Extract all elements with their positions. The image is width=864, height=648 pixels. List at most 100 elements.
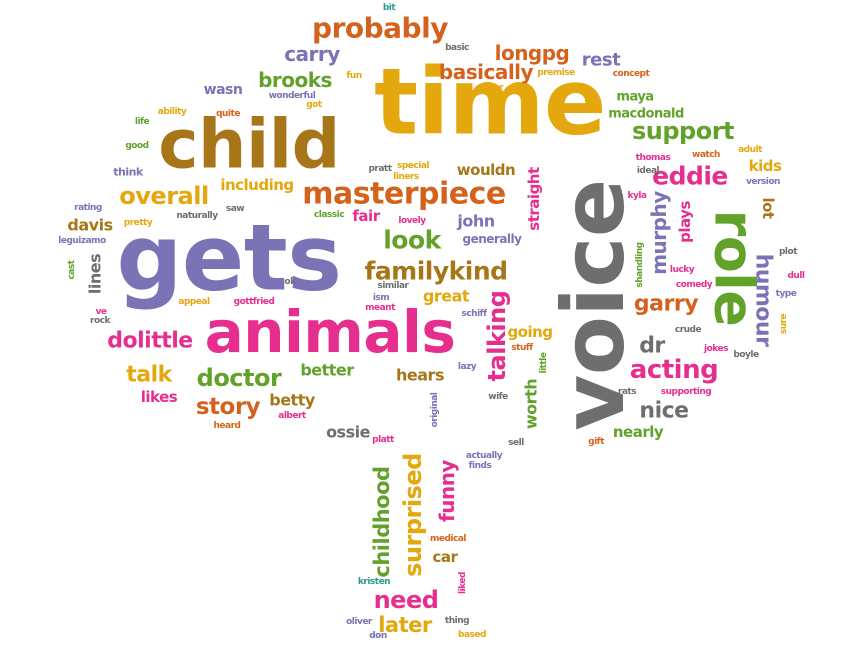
word-straight: straight: [525, 167, 543, 231]
word-pratt: pratt: [368, 164, 392, 174]
word-better: better: [300, 361, 354, 380]
word-think: think: [113, 166, 144, 179]
word-watch: watch: [692, 150, 720, 160]
word-carry: carry: [284, 42, 340, 66]
word-stuff: stuff: [511, 343, 533, 353]
word-overall: overall: [119, 182, 208, 210]
word-bit: bit: [383, 3, 397, 13]
word-wasn: wasn: [204, 82, 243, 98]
word-worth: worth: [522, 379, 541, 429]
word-kids: kids: [749, 157, 782, 175]
word-wouldn: wouldn: [457, 161, 515, 179]
word-fair: fair: [352, 207, 380, 225]
word-car: car: [433, 548, 459, 566]
word-later: later: [378, 613, 433, 637]
word-lines: lines: [86, 254, 105, 294]
word-appeal: appeal: [178, 297, 210, 307]
word-concept: concept: [613, 69, 651, 79]
word-wife: wife: [488, 392, 508, 402]
word-oliver: oliver: [346, 617, 373, 627]
word-support: support: [632, 117, 734, 145]
word-shandling: shandling: [635, 242, 645, 287]
word-rats: rats: [618, 387, 636, 397]
word-likes: likes: [141, 388, 178, 406]
word-supporting: supporting: [661, 387, 712, 397]
word-ve: ve: [96, 307, 107, 317]
word-hears: hears: [396, 366, 444, 385]
word-masterpiece: masterpiece: [302, 177, 506, 212]
word-finds: finds: [469, 461, 492, 471]
word-eddie: eddie: [652, 162, 728, 191]
word-special: special: [397, 161, 429, 171]
word-voice: voice: [544, 179, 644, 430]
word-got: got: [306, 100, 323, 110]
word-brooks: brooks: [258, 68, 332, 92]
word-dull: dull: [787, 271, 804, 281]
word-platt: platt: [372, 435, 395, 445]
word-wonderful: wonderful: [269, 91, 316, 101]
word-great: great: [423, 287, 470, 306]
word-classic: classic: [314, 210, 344, 220]
word-good: good: [125, 141, 148, 151]
word-longpg: longpg: [495, 41, 570, 65]
word-sell: sell: [508, 438, 524, 448]
word-going: going: [507, 323, 552, 341]
word-role: role: [703, 210, 766, 327]
word-quite: quite: [216, 109, 240, 119]
word-based: based: [458, 630, 486, 640]
word-rest: rest: [582, 50, 621, 71]
word-medical: medical: [430, 534, 466, 544]
word-rating: rating: [74, 203, 102, 213]
word-cast: cast: [67, 259, 77, 279]
word-sure: sure: [779, 313, 789, 334]
word-saw: saw: [226, 204, 244, 214]
word-fun: fun: [346, 71, 361, 81]
word-talk: talk: [126, 363, 173, 388]
word-ism: ism: [373, 293, 389, 303]
word-comedy: comedy: [676, 280, 713, 290]
word-davis: davis: [67, 216, 112, 235]
word-little: little: [539, 352, 549, 373]
word-funny: funny: [435, 460, 459, 522]
word-doctor: doctor: [197, 364, 282, 392]
word-life: life: [135, 117, 150, 127]
word-plays: plays: [676, 201, 694, 243]
word-liners: liners: [393, 172, 419, 182]
word-leguizamo: leguizamo: [58, 236, 106, 246]
word-type: type: [776, 289, 797, 299]
word-lazy: lazy: [458, 362, 477, 372]
word-nice: nice: [639, 399, 688, 424]
word-humour: humour: [751, 254, 776, 348]
word-betty: betty: [269, 391, 316, 410]
word-boyle: boyle: [733, 350, 759, 360]
word-adult: adult: [738, 145, 763, 155]
word-generally: generally: [463, 232, 523, 246]
word-lucky: lucky: [670, 265, 695, 275]
word-acting: acting: [630, 355, 718, 385]
word-lot: lot: [759, 197, 777, 218]
word-kyla: kyla: [627, 191, 646, 201]
word-time: time: [374, 49, 606, 156]
word-thing: thing: [445, 616, 469, 626]
word-version: version: [746, 177, 780, 187]
word-original: original: [430, 392, 440, 427]
word-crude: crude: [675, 325, 702, 335]
word-gottfried: gottfried: [234, 297, 275, 307]
word-naturally: naturally: [176, 211, 218, 221]
word-nearly: nearly: [613, 423, 664, 441]
word-maya: maya: [616, 90, 653, 105]
word-ok: ok: [284, 277, 297, 287]
word-rock: rock: [90, 316, 111, 326]
word-child: child: [158, 106, 340, 185]
word-dolittle: dolittle: [107, 329, 192, 354]
word-garry: garry: [634, 292, 698, 317]
word-probably: probably: [312, 12, 448, 45]
word-heard: heard: [214, 421, 241, 431]
word-surprised: surprised: [399, 453, 427, 577]
word-macdonald: macdonald: [608, 107, 684, 122]
word-lovely: lovely: [398, 216, 426, 226]
word-don: don: [369, 631, 387, 641]
word-childhood: childhood: [370, 466, 394, 577]
word-ability: ability: [158, 107, 187, 117]
